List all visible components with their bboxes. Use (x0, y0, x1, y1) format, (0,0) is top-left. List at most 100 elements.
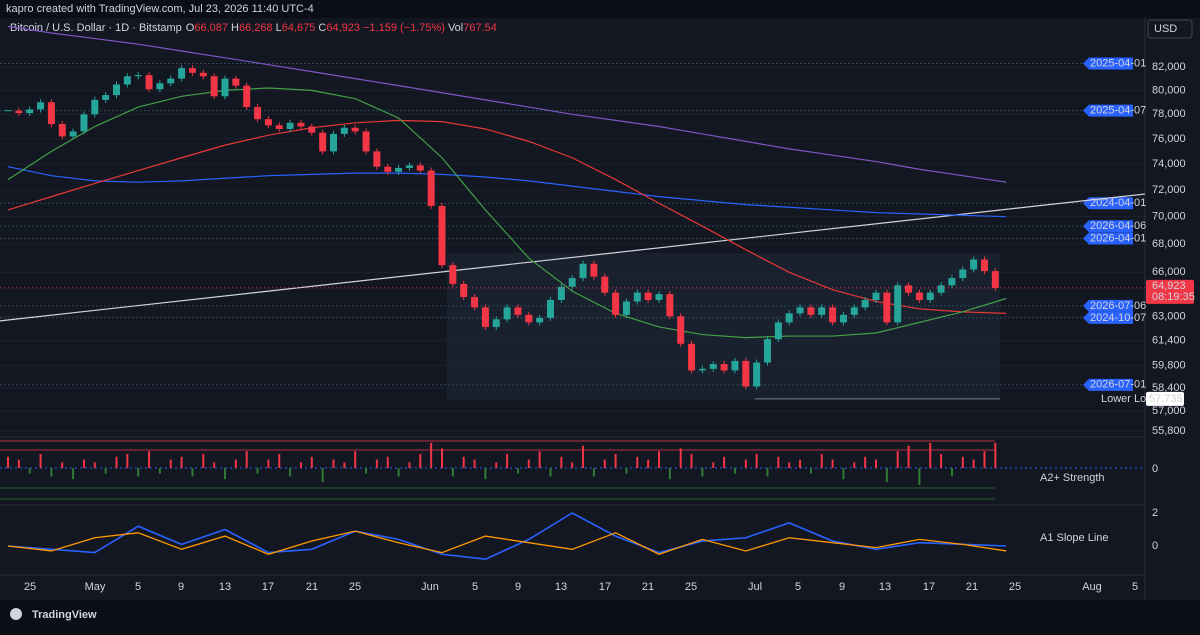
candle (525, 314, 533, 323)
strength-bar (115, 456, 118, 468)
candle (416, 165, 424, 171)
strength-bar (983, 451, 986, 468)
y-tick-label: 63,000 (1152, 310, 1186, 322)
candle (167, 78, 175, 84)
strength-bar (224, 468, 226, 480)
candle (481, 307, 489, 327)
y-tick-label: 68,000 (1152, 238, 1186, 250)
level-flag (1083, 197, 1133, 210)
strength-bar (907, 445, 910, 468)
strength-bar (343, 462, 346, 468)
strength-bar (831, 459, 834, 468)
strength-bar (50, 468, 53, 477)
pane-tick: 0 (1152, 540, 1158, 552)
change: −1,159 (−1.75%) (363, 22, 445, 34)
value: 64,675 (282, 22, 316, 34)
currency-box[interactable] (1147, 19, 1193, 39)
strength-bar (234, 459, 237, 468)
level-label: 2025-04-01 (1090, 57, 1146, 69)
candle (742, 360, 750, 387)
x-tick-label: 17 (599, 581, 611, 593)
countdown: 08:19:35 (1152, 291, 1195, 303)
label: L (276, 22, 282, 34)
strength-bar (668, 468, 671, 480)
strength-bar (929, 442, 932, 468)
strength-bar (560, 456, 563, 468)
candle (926, 292, 934, 300)
strength-bar (842, 468, 845, 480)
strength-bar (820, 454, 823, 468)
x-tick-label: Aug (1082, 581, 1102, 593)
candle (395, 167, 403, 172)
candle (764, 339, 771, 363)
header-bar (0, 0, 1200, 18)
candle (709, 364, 717, 369)
candle (438, 205, 446, 266)
candle (123, 76, 131, 85)
pane-tick: 2 (1152, 507, 1158, 519)
candle (471, 297, 479, 308)
candle (612, 292, 620, 315)
candle (839, 314, 847, 323)
strength-bar (213, 462, 216, 468)
x-tick-label: 5 (795, 581, 801, 593)
candle (622, 301, 630, 315)
candle (677, 316, 685, 344)
footer (0, 600, 1200, 635)
strength-bar (397, 468, 400, 477)
candle (156, 83, 164, 90)
candle (774, 322, 782, 340)
candle (199, 72, 207, 77)
strength-bar (516, 468, 519, 474)
strength-bar (527, 459, 530, 468)
candle (753, 362, 761, 387)
candle (351, 127, 359, 132)
candle (178, 68, 186, 79)
candle (547, 299, 554, 318)
level-label: 2024-04-01 (1090, 197, 1146, 209)
candle (460, 283, 468, 298)
candle (26, 109, 34, 114)
strength-bar (495, 462, 498, 468)
level-label: 2026-04-01 (1090, 232, 1146, 244)
candle (243, 85, 251, 108)
candle (633, 292, 641, 302)
candle (47, 102, 55, 125)
strength-bar (994, 442, 997, 468)
strength-bar (658, 451, 660, 468)
candle (905, 285, 913, 293)
strength-bar (256, 468, 259, 474)
value: 64,923 (326, 22, 360, 34)
level-label: 2026-07-01 (1090, 379, 1146, 391)
y-tick-label: 76,000 (1152, 133, 1186, 145)
level-flag (1083, 220, 1133, 233)
candle (210, 76, 218, 97)
candle (384, 166, 392, 172)
legend: Bitcoin / U.S. Dollar · 1D · Bitstamp O66… (10, 22, 497, 34)
strength-bar (885, 468, 888, 482)
candle (15, 110, 23, 114)
label: C (318, 22, 326, 34)
strength-bar (245, 451, 248, 468)
candle (37, 102, 45, 110)
candle (492, 319, 500, 327)
level-label: 2026-04-06 (1090, 220, 1146, 232)
y-tick-label: 58,400 (1152, 382, 1186, 394)
strength-bar (506, 454, 509, 468)
currency[interactable]: USD (1154, 23, 1177, 35)
strength-bar (386, 456, 389, 468)
strength-bar (158, 468, 161, 474)
strength-bar (603, 459, 606, 468)
level-flag (1083, 57, 1133, 70)
x-tick-label: 9 (839, 581, 845, 593)
strength-bar (712, 462, 715, 468)
price-box (1146, 279, 1194, 304)
value: 66,087 (194, 22, 228, 34)
x-tick-label: 13 (219, 581, 231, 593)
x-tick-label: 25 (24, 581, 36, 593)
candle (275, 125, 283, 129)
y-tick-label: 78,000 (1152, 108, 1186, 120)
x-tick-label: 17 (923, 581, 935, 593)
strength-bar (647, 459, 650, 468)
strength-bar (180, 456, 183, 468)
